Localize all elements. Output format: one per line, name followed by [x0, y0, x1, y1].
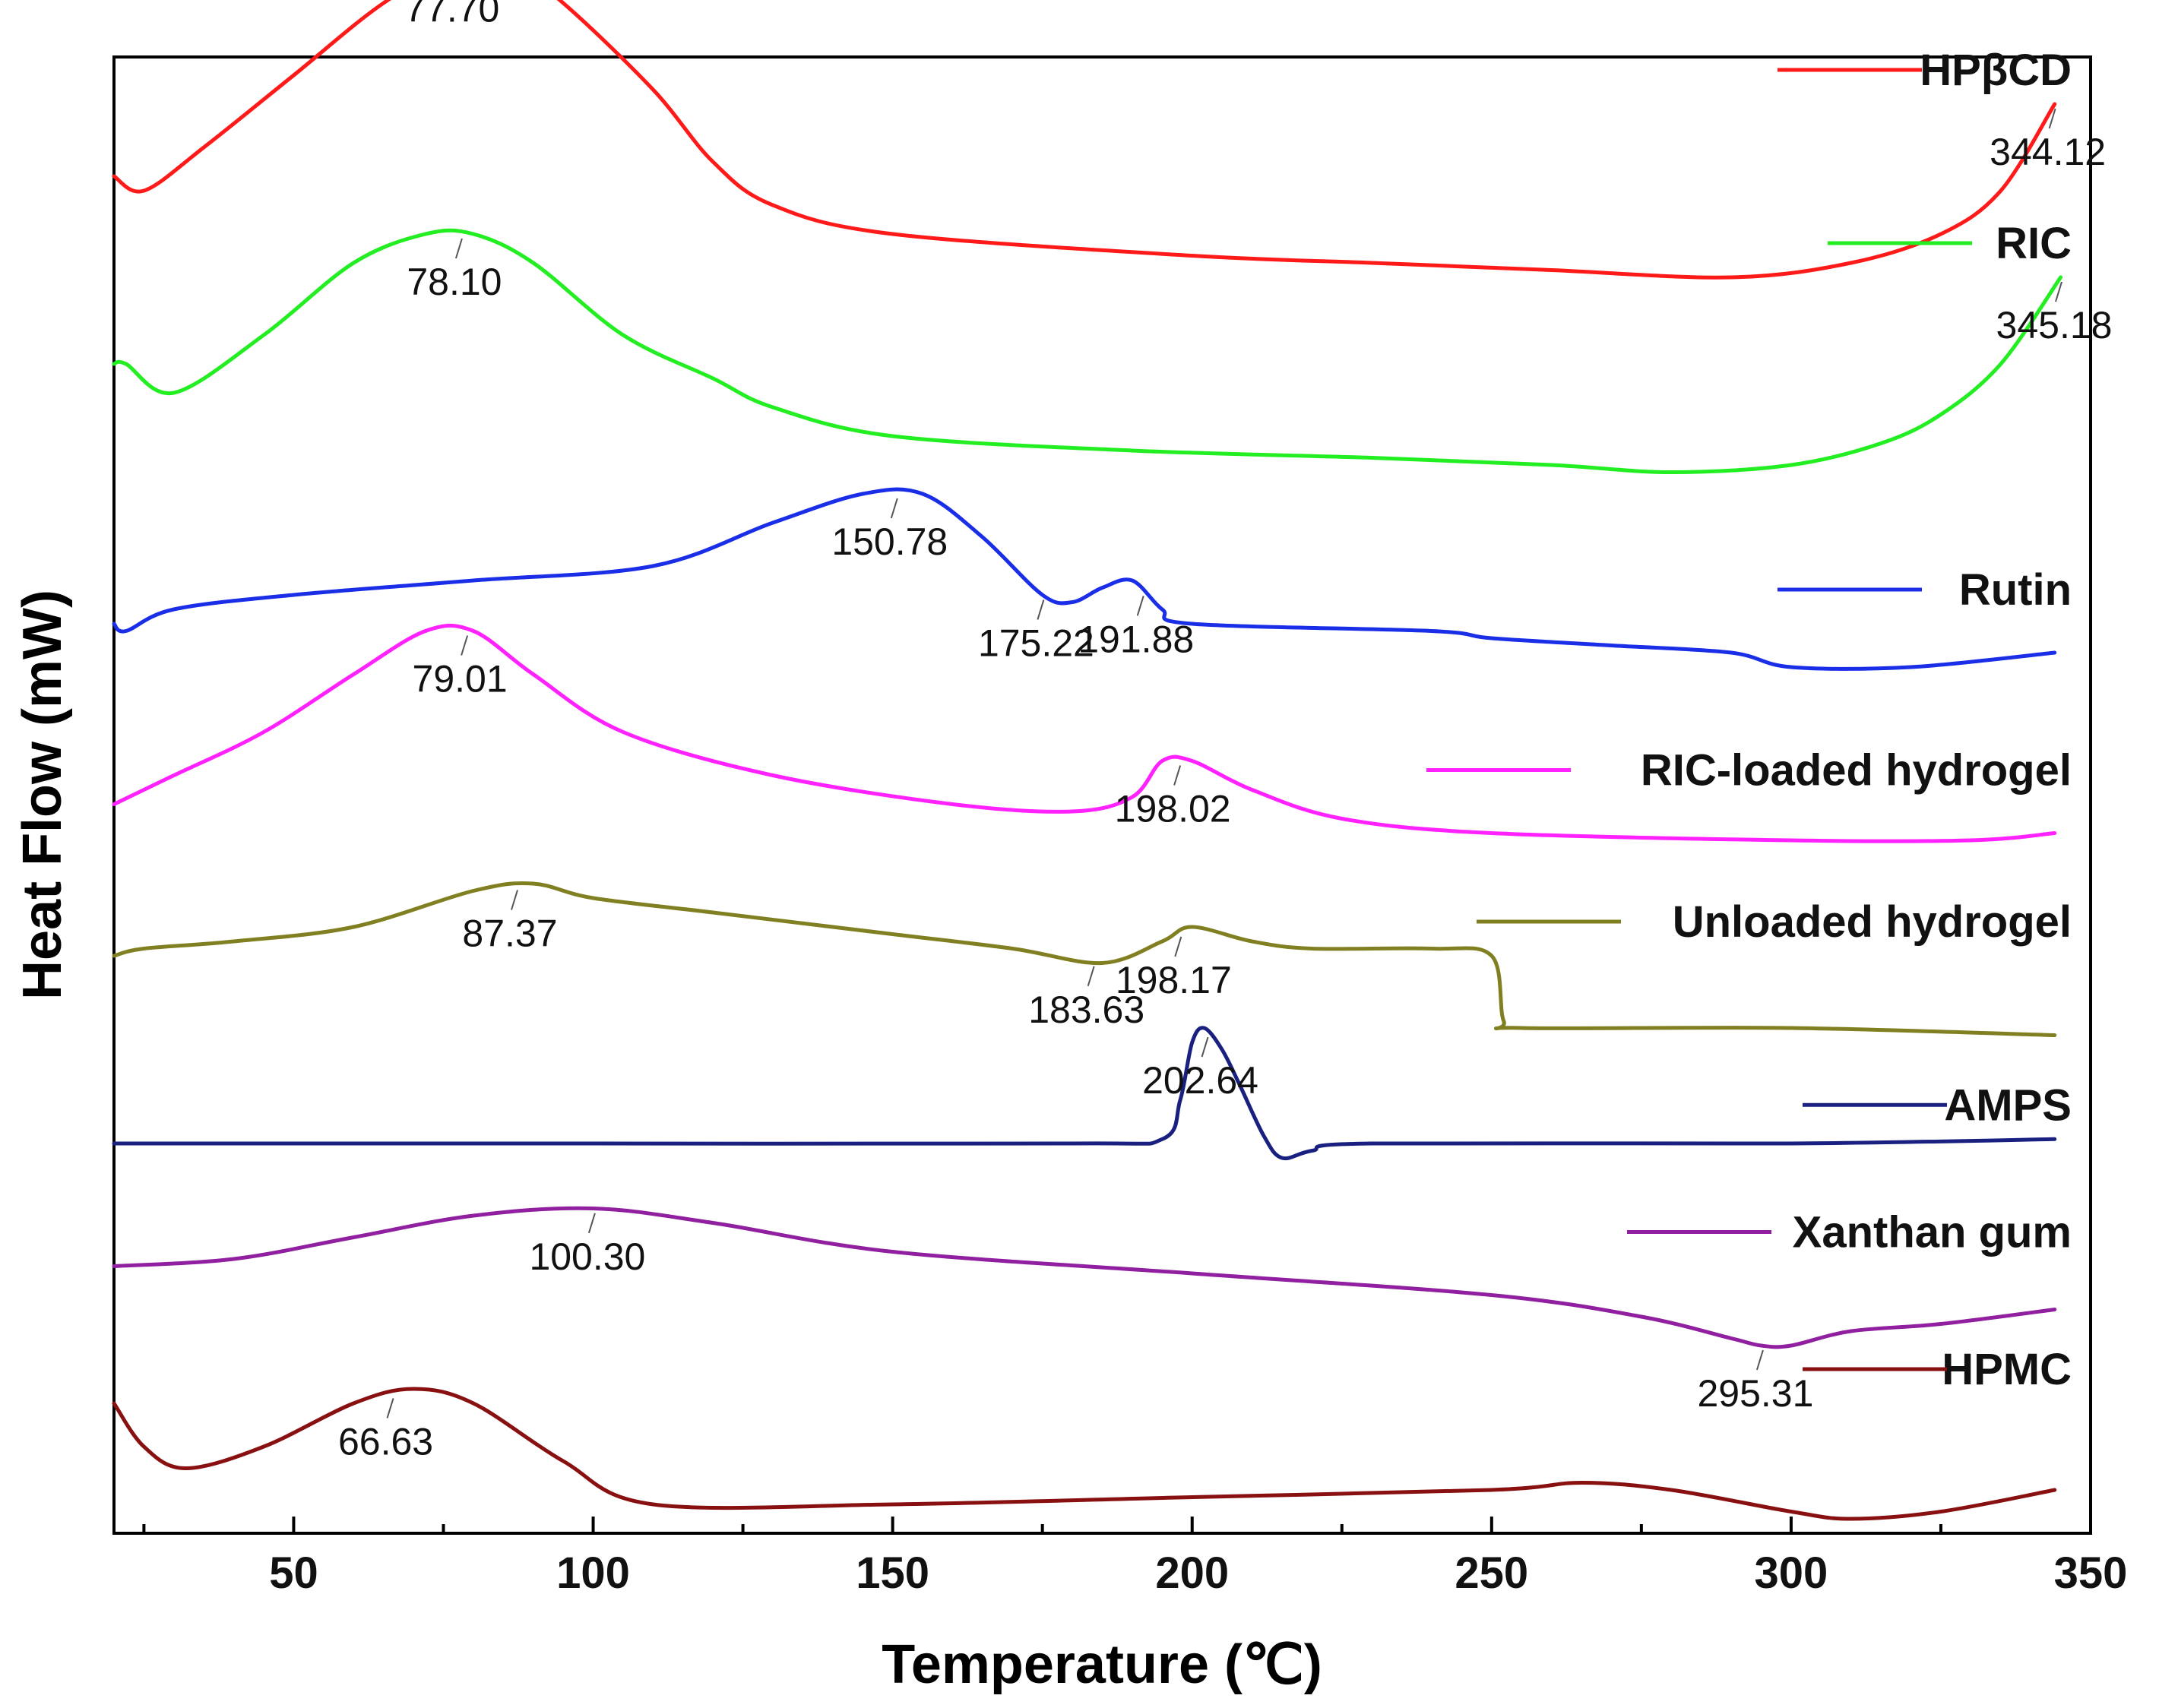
legend-label: Rutin — [1959, 565, 2072, 615]
series-line-2 — [112, 487, 2057, 671]
x-axis-title: Temperature (℃) — [882, 1634, 1322, 1695]
x-tick-label: 100 — [556, 1548, 630, 1598]
peak-leader — [461, 635, 469, 656]
series-line-3 — [112, 623, 2057, 843]
peak-leader — [1755, 1349, 1764, 1371]
peak-label: 150.78 — [831, 520, 948, 563]
peak-leader — [2048, 108, 2056, 129]
peak-leader — [386, 1398, 394, 1419]
series-line-7 — [112, 1387, 2057, 1521]
peak-leader — [890, 498, 898, 519]
peak-label: 77.70 — [404, 0, 499, 30]
series-line-5 — [112, 1026, 2057, 1161]
peak-leader — [511, 890, 518, 910]
peak-label: 345.18 — [1996, 304, 2113, 346]
peak-leader — [1173, 765, 1182, 786]
legend-label: RIC-loaded hydrogel — [1641, 746, 2072, 795]
peak-label: 198.17 — [1116, 959, 1232, 1001]
x-tick-label: 250 — [1455, 1548, 1528, 1598]
peak-leader — [1087, 966, 1095, 987]
legend-label: Unloaded hydrogel — [1673, 897, 2072, 947]
legend-label: HPMC — [1942, 1345, 2072, 1394]
peak-label: 175.22 — [978, 622, 1094, 664]
series-line-1 — [112, 228, 2063, 474]
legend-label: Xanthan gum — [1793, 1208, 2072, 1257]
x-tick-label: 150 — [856, 1548, 929, 1598]
peak-label: 100.30 — [529, 1235, 645, 1278]
peak-leader — [587, 1213, 596, 1234]
peak-label: 78.10 — [407, 261, 502, 303]
x-tick-label: 50 — [269, 1548, 318, 1598]
x-tick-label: 350 — [2054, 1548, 2128, 1598]
peak-leader — [1136, 595, 1144, 616]
peak-label: 79.01 — [413, 658, 508, 701]
legend-label: AMPS — [1944, 1080, 2072, 1130]
peak-label: 183.63 — [1028, 988, 1144, 1031]
peak-leader — [454, 238, 463, 259]
peak-label: 344.12 — [1990, 131, 2106, 173]
peak-label: 198.02 — [1115, 788, 1231, 830]
x-axis-ticks: 50 100 150 200 250 300 350 — [142, 1517, 2128, 1598]
series-line-0 — [112, 0, 2057, 280]
peak-label: 202.64 — [1142, 1059, 1258, 1102]
peak-label: 87.37 — [462, 912, 557, 954]
peak-annotations: 77.70 344.12 78.10 345.18 150.78 175.22191.88… — [338, 0, 2113, 1463]
peak-leader — [2055, 281, 2062, 302]
peak-leader — [1174, 936, 1182, 957]
peak-label: 191.88 — [1078, 618, 1194, 660]
peak-leader — [1201, 1036, 1209, 1058]
series-line-4 — [112, 881, 2057, 1037]
series-line-6 — [112, 1206, 2057, 1349]
peak-label: 66.63 — [338, 1420, 433, 1463]
legend-label: HPβCD — [1920, 46, 2072, 95]
x-tick-label: 300 — [1755, 1548, 1828, 1598]
plot-frame — [112, 55, 2092, 1535]
y-axis-title: Heat Flow (mW) — [12, 590, 73, 1000]
x-tick-label: 200 — [1155, 1548, 1229, 1598]
legend-label: RIC — [1996, 219, 2072, 268]
peak-label: 295.31 — [1697, 1372, 1813, 1415]
peak-leader — [1037, 599, 1045, 620]
legend: HPβCD RIC Rutin RIC-loaded hydrogel Unloaded… — [1426, 46, 2072, 1394]
series-layer — [112, 0, 2063, 1521]
